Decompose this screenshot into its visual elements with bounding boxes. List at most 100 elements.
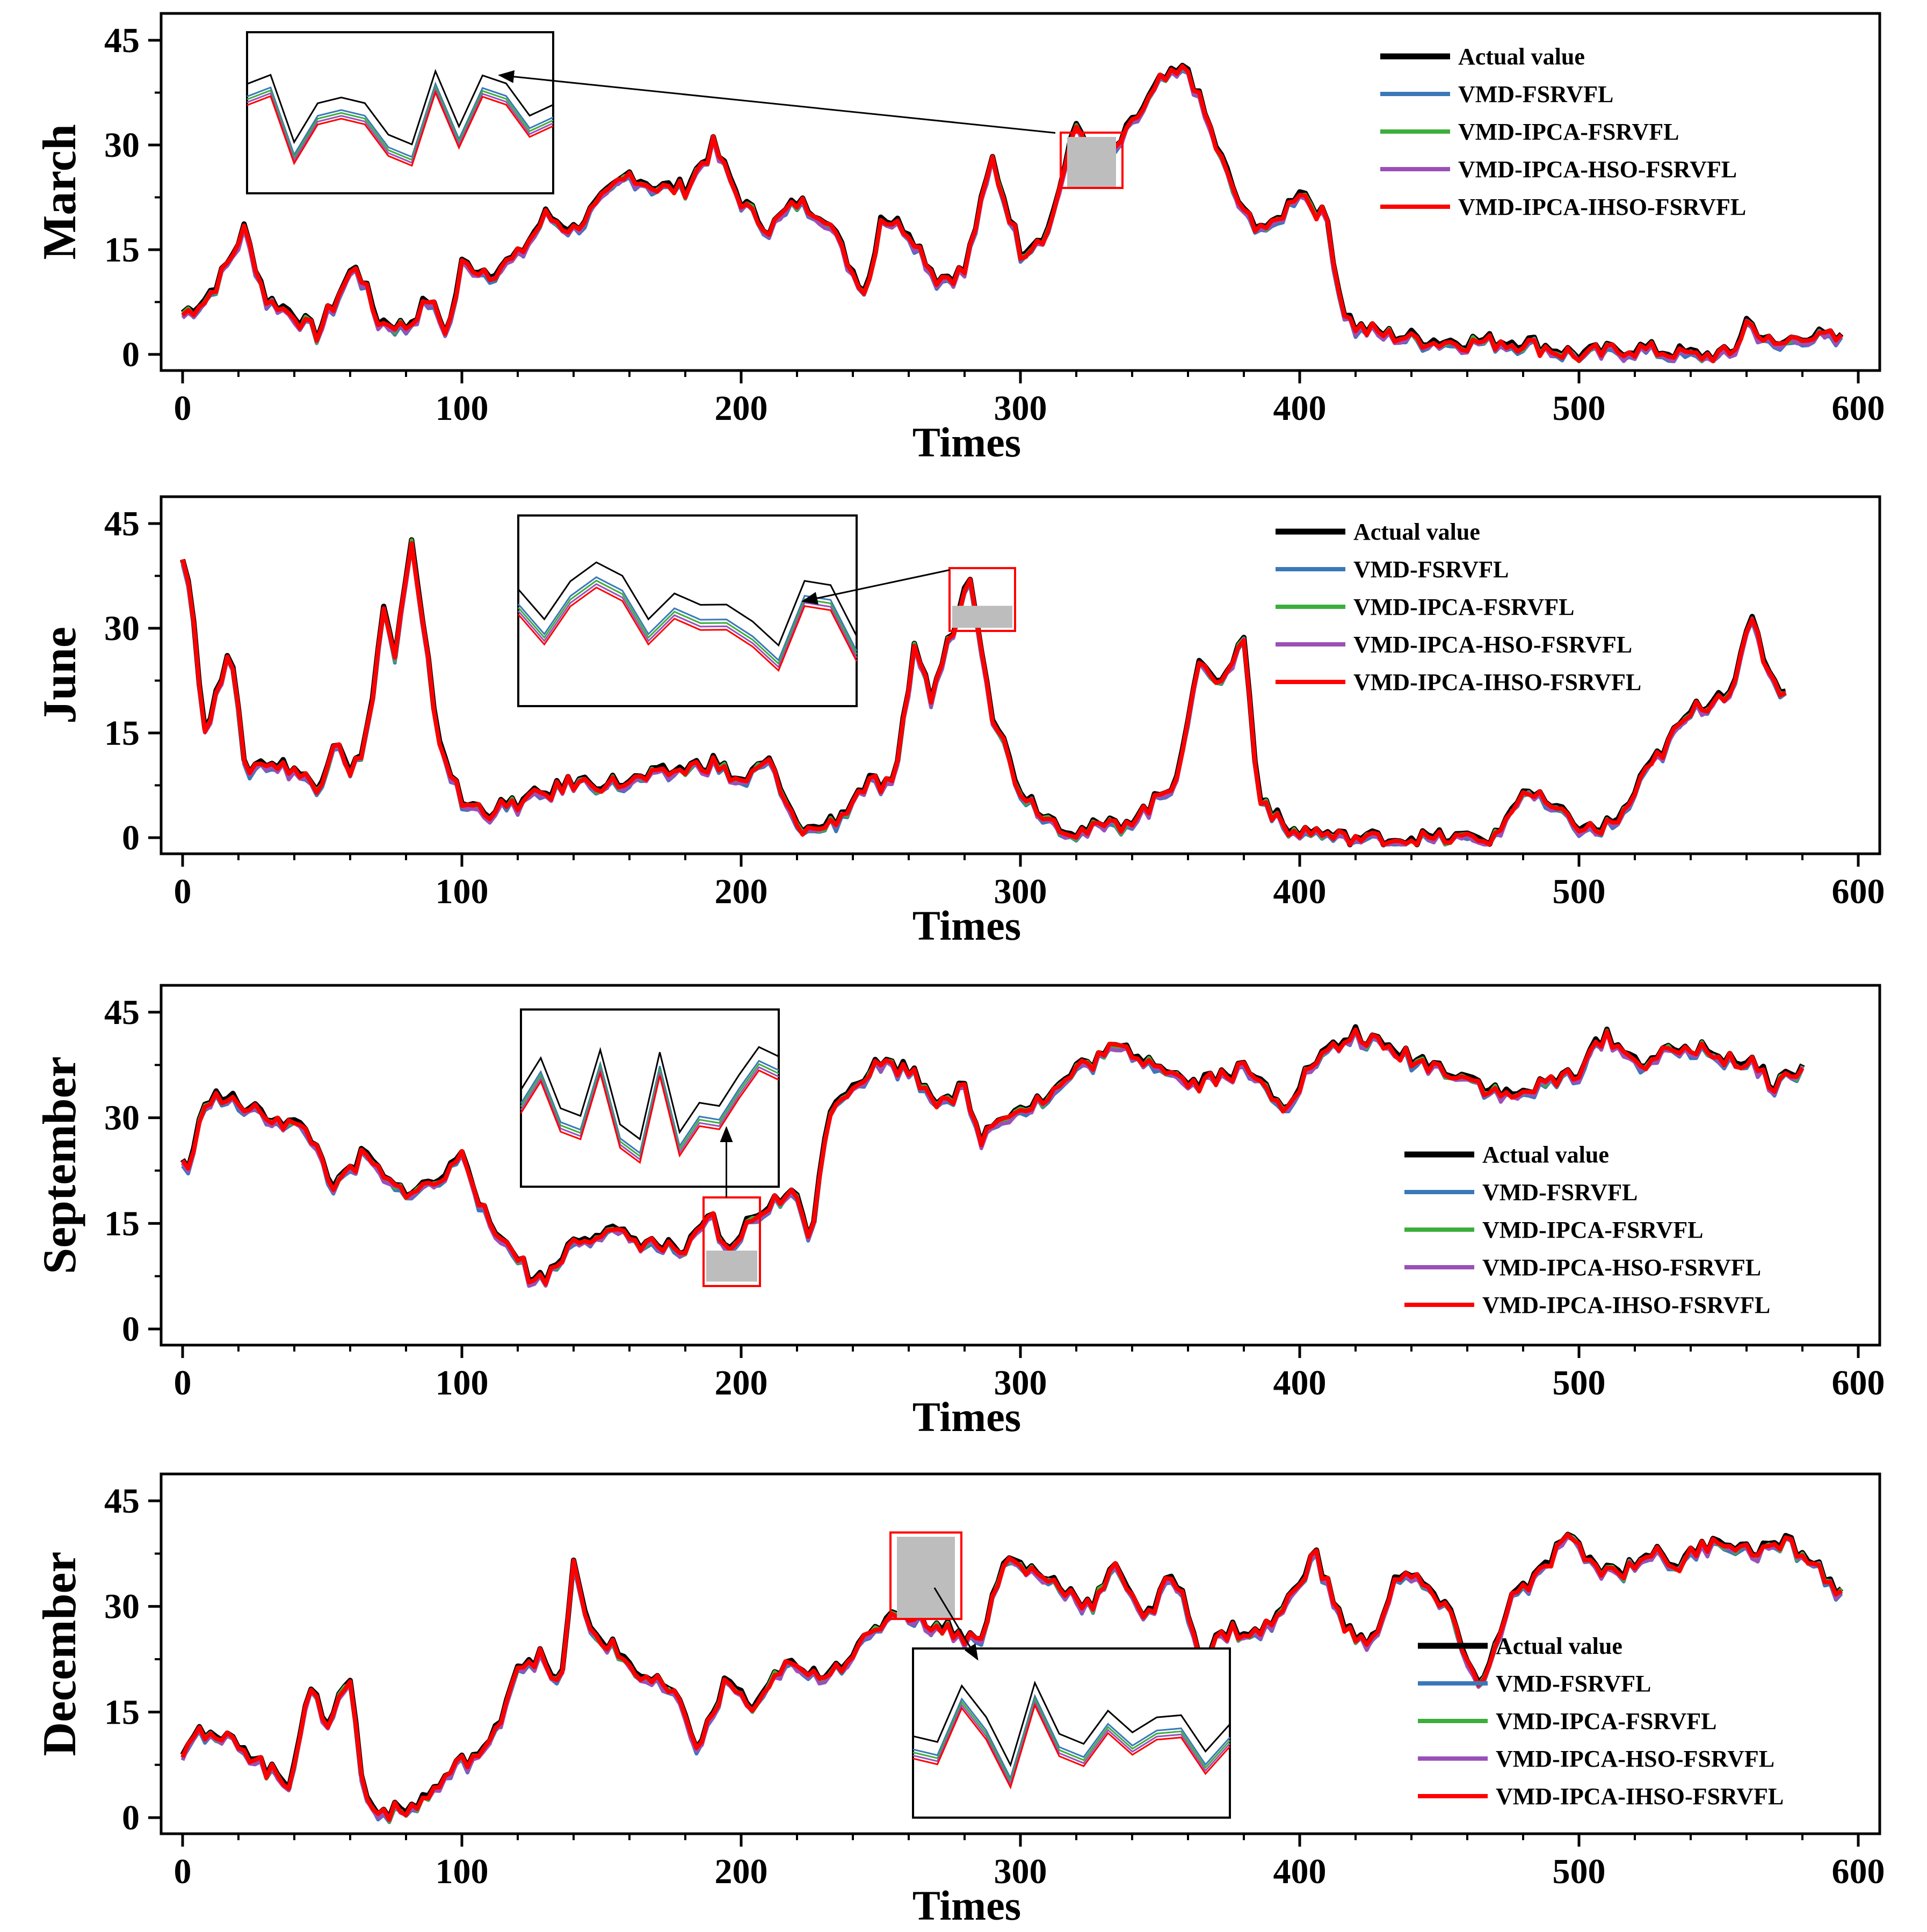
x-tick-label: 500 [1553, 389, 1606, 428]
x-tick-label: 600 [1832, 389, 1885, 428]
panel-december: 0 100 200 300 400 500 600 0 15 30 45 Times December A… [34, 1472, 1885, 1929]
x-tick-label: 200 [715, 1852, 768, 1891]
y-tick-label: 15 [104, 1693, 140, 1732]
y-tick-label: 45 [104, 993, 140, 1032]
x-tick-label: 500 [1553, 1363, 1606, 1403]
panel-september: 0 100 200 300 400 500 600 0 15 30 45 Times September… [34, 984, 1885, 1440]
y-tick-label: 0 [122, 1798, 140, 1837]
x-axis-label: Times [912, 902, 1021, 949]
zoom-inset-frame [517, 514, 858, 707]
y-axis-label: December [34, 1551, 86, 1756]
y-tick-label: 30 [104, 126, 140, 165]
zoom-inset-line-vmd-fsrvfl [517, 576, 858, 662]
y-tick-label: 15 [104, 230, 140, 270]
x-tick-label: 300 [994, 872, 1047, 911]
x-tick-label: 500 [1553, 1852, 1606, 1891]
zoom-inset-line-vmd-ipca-ihso-fsrvfl [247, 90, 554, 167]
legend-label: VMD-IPCA-FSRVFL [1353, 594, 1575, 620]
zoom-inset-line-vmd-ipca-hso-fsrvfl [247, 87, 554, 164]
x-axis-label: Times [912, 1393, 1021, 1440]
series-line-vmd-ipca-ihso-fsrvfl [180, 541, 1787, 847]
series-line-vmd-ipca-ihso-fsrvfl [181, 64, 1843, 364]
zoom-inset-line-actual-value [912, 1680, 1231, 1768]
zoom-inset-line-actual-value [520, 1046, 779, 1141]
panel-march: 0 100 200 300 400 500 600 0 15 30 45 Times March Actu… [34, 12, 1885, 466]
legend-label: VMD-FSRVFL [1353, 556, 1509, 583]
x-tick-label: 100 [436, 389, 489, 428]
zoom-arrow [801, 569, 950, 605]
x-tick-label: 400 [1273, 872, 1327, 911]
zoom-source-box [702, 1196, 761, 1287]
legend-label: Actual value [1482, 1142, 1609, 1168]
x-tick-label: 500 [1553, 872, 1606, 911]
legend-label: VMD-IPCA-FSRVFL [1458, 119, 1679, 145]
x-axis-label: Times [912, 419, 1021, 466]
y-axis-label: September [34, 1056, 86, 1274]
x-tick-label: 0 [174, 872, 192, 911]
series-line-vmd-ipca-ihso-fsrvfl [180, 1532, 1843, 1822]
x-tick-label: 200 [715, 872, 768, 911]
zoom-arrow [498, 70, 1056, 134]
zoom-inset-line-vmd-ipca-ihso-fsrvfl [520, 1069, 779, 1164]
zoom-inset-line-vmd-ipca-fsrvfl [912, 1697, 1231, 1784]
zoom-source-box [1060, 132, 1124, 189]
zoom-inset-line-actual-value [517, 561, 858, 647]
legend-label: Actual value [1353, 519, 1480, 545]
y-tick-label: 15 [104, 1204, 140, 1243]
x-tick-label: 0 [174, 1363, 192, 1403]
legend-label: VMD-IPCA-IHSO-FSRVFL [1482, 1292, 1770, 1318]
y-tick-label: 15 [104, 714, 140, 753]
zoom-source-highlight [1067, 137, 1116, 188]
legend-label: VMD-FSRVFL [1482, 1179, 1638, 1205]
zoom-inset-line-vmd-ipca-ihso-fsrvfl [517, 586, 858, 672]
x-tick-label: 600 [1832, 1363, 1885, 1403]
zoom-inset-line-vmd-fsrvfl [912, 1694, 1231, 1781]
zoom-arrow [933, 1587, 979, 1661]
zoom-source-box [889, 1531, 962, 1620]
x-tick-label: 200 [715, 389, 768, 428]
x-axis-label: Times [912, 1882, 1021, 1929]
x-tick-label: 400 [1273, 1852, 1327, 1891]
zoom-source-highlight [706, 1251, 757, 1282]
x-tick-label: 100 [436, 1363, 489, 1403]
legend-label: VMD-IPCA-IHSO-FSRVFL [1496, 1783, 1784, 1810]
y-tick-label: 45 [104, 504, 140, 543]
x-tick-label: 200 [715, 1363, 768, 1403]
zoom-inset-line-vmd-fsrvfl [247, 81, 554, 158]
zoom-inset-line-vmd-ipca-hso-fsrvfl [912, 1699, 1231, 1786]
x-tick-label: 400 [1273, 1363, 1327, 1403]
zoom-inset-frame [912, 1647, 1231, 1819]
legend-label: VMD-IPCA-IHSO-FSRVFL [1458, 194, 1746, 220]
zoom-inset-line-vmd-ipca-fsrvfl [247, 84, 554, 161]
x-tick-label: 600 [1832, 872, 1885, 911]
zoom-inset-line-vmd-ipca-hso-fsrvfl [517, 583, 858, 669]
x-tick-label: 0 [174, 389, 192, 428]
series-line-vmd-ipca-ihso-fsrvfl [180, 1027, 1805, 1287]
x-tick-label: 400 [1273, 389, 1327, 428]
legend-label: Actual value [1496, 1633, 1622, 1659]
y-tick-label: 30 [104, 609, 140, 648]
zoom-inset-frame [246, 31, 554, 194]
zoom-inset-line-vmd-ipca-ihso-fsrvfl [912, 1703, 1231, 1790]
x-tick-label: 300 [994, 1363, 1047, 1403]
y-tick-label: 30 [104, 1099, 140, 1138]
legend-label: VMD-IPCA-FSRVFL [1496, 1708, 1717, 1734]
legend-label: VMD-IPCA-FSRVFL [1482, 1217, 1704, 1243]
y-tick-label: 0 [122, 818, 140, 858]
x-tick-label: 300 [994, 389, 1047, 428]
y-tick-label: 0 [122, 1310, 140, 1349]
y-axis-label: March [34, 124, 86, 260]
zoom-inset-line-vmd-ipca-fsrvfl [517, 579, 858, 665]
y-tick-label: 30 [104, 1587, 140, 1626]
x-tick-label: 100 [436, 1852, 489, 1891]
legend-label: VMD-IPCA-IHSO-FSRVFL [1353, 669, 1641, 695]
y-tick-label: 0 [122, 335, 140, 374]
panel-june: 0 100 200 300 400 500 600 0 15 30 45 Times June Actua… [34, 495, 1885, 949]
plot-frame [160, 984, 1881, 1347]
legend-label: VMD-IPCA-HSO-FSRVFL [1496, 1746, 1774, 1772]
x-tick-label: 100 [436, 872, 489, 911]
y-tick-label: 45 [104, 1481, 140, 1521]
zoom-source-box [948, 567, 1016, 632]
y-axis-label: June [34, 627, 86, 724]
